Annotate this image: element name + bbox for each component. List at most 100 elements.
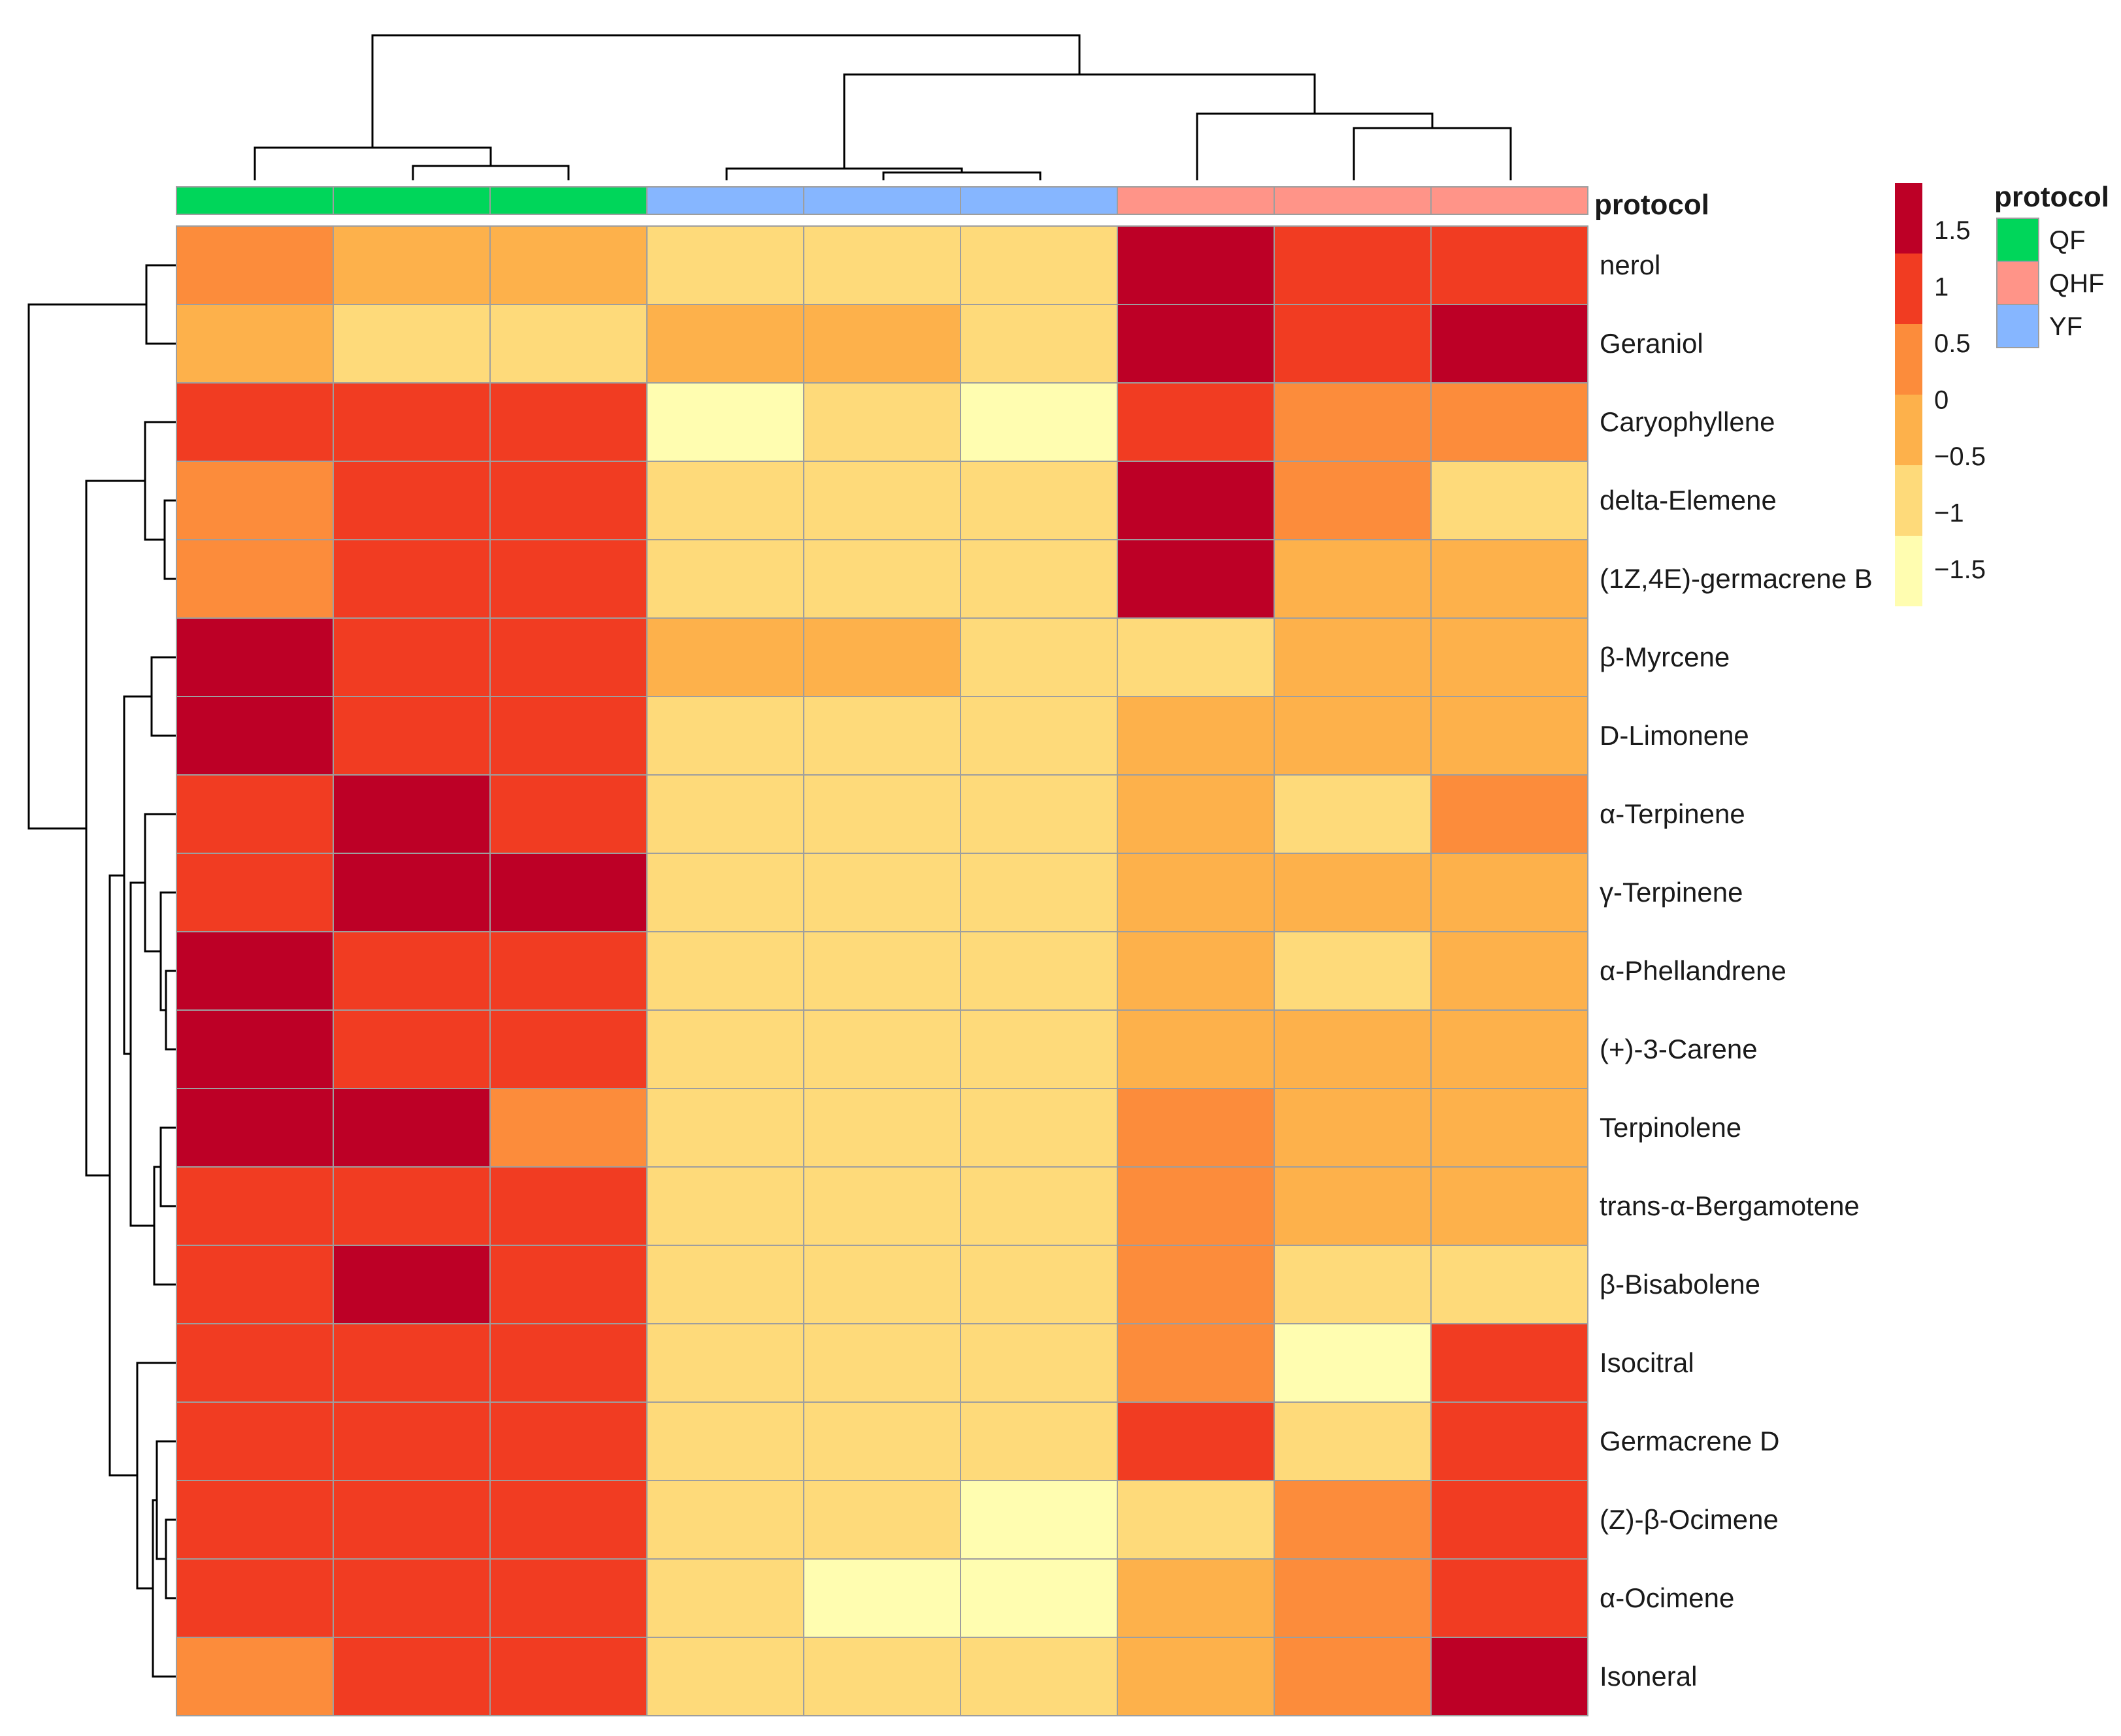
annotation-cell-qhf	[1117, 186, 1275, 215]
heatmap-cell	[646, 539, 804, 619]
col-dendro-branch	[371, 34, 1081, 148]
row-label: Caryophyllene	[1600, 406, 1775, 437]
row-label: (1Z,4E)-germacrene B	[1600, 563, 1873, 594]
heatmap-cell	[803, 304, 961, 384]
heatmap-cell	[1274, 304, 1432, 384]
heatmap-cell	[1117, 853, 1275, 932]
col-dendro-branch	[254, 146, 492, 180]
heatmap-cell	[333, 1558, 491, 1638]
heatmap-cell	[1274, 617, 1432, 697]
heatmap-cell	[803, 617, 961, 697]
color-scale-swatch	[1895, 395, 1922, 465]
heatmap-cell	[489, 1323, 648, 1403]
color-scale-tick-label: −1.5	[1934, 555, 1986, 584]
heatmap-cell	[646, 1401, 804, 1481]
heatmap-cell	[1430, 1166, 1588, 1246]
heatmap-cell	[176, 1480, 334, 1560]
color-scale-tick-label: 1.5	[1934, 216, 1971, 245]
heatmap-cell	[333, 1401, 491, 1481]
heatmap-cell	[1430, 1558, 1588, 1638]
row-dendro-branch	[85, 480, 145, 1177]
heatmap-cell	[1117, 617, 1275, 697]
col-dendro-branch	[882, 171, 1042, 180]
heatmap-cell	[1430, 539, 1588, 619]
heatmap-cell	[646, 774, 804, 854]
heatmap-cell	[1117, 1480, 1275, 1560]
color-scale-swatch	[1895, 536, 1922, 606]
heatmap-cell	[1430, 1009, 1588, 1089]
heatmap-cell	[803, 1323, 961, 1403]
heatmap-cell	[960, 461, 1118, 540]
row-label: γ-Terpinene	[1600, 877, 1743, 908]
heatmap-cell	[489, 461, 648, 540]
heatmap-cell	[1430, 853, 1588, 932]
row-label: β-Myrcene	[1600, 642, 1730, 672]
row-dendro-branch	[129, 881, 154, 1227]
heatmap-cell	[960, 225, 1118, 305]
row-label: α-Phellandrene	[1600, 955, 1786, 986]
heatmap-cell	[803, 382, 961, 462]
heatmap-cell	[333, 1245, 491, 1324]
heatmap-cell	[333, 1009, 491, 1089]
heatmap-cell	[176, 1166, 334, 1246]
heatmap-cell	[333, 1637, 491, 1716]
heatmap-cell	[960, 617, 1118, 697]
heatmap-cell	[1274, 539, 1432, 619]
heatmap-cell	[1430, 382, 1588, 462]
heatmap-cell	[176, 1009, 334, 1089]
heatmap-cell	[803, 931, 961, 1011]
color-scale-tick-label: 0.5	[1934, 329, 1971, 358]
heatmap-cell	[646, 853, 804, 932]
heatmap-cell	[1117, 461, 1275, 540]
heatmap-cell	[1430, 617, 1588, 697]
row-dendro-branch	[145, 264, 176, 345]
heatmap-cell	[333, 304, 491, 384]
heatmap-cell	[489, 382, 648, 462]
heatmap-cell	[960, 931, 1118, 1011]
color-scale-swatch	[1895, 254, 1922, 324]
heatmap-cell	[803, 1088, 961, 1168]
heatmap-cell	[1274, 1637, 1432, 1716]
color-scale-swatch	[1895, 324, 1922, 395]
row-label: Terpinolene	[1600, 1112, 1741, 1143]
heatmap-cell	[176, 1245, 334, 1324]
heatmap-cell	[333, 931, 491, 1011]
legend-swatch-yf	[1996, 304, 2039, 348]
row-label: Isocitral	[1600, 1347, 1694, 1378]
annotation-title: protocol	[1594, 189, 1709, 221]
protocol-legend-title: protocol	[1994, 181, 2109, 213]
row-label: β-Bisabolene	[1600, 1269, 1760, 1300]
legend-label-qhf: QHF	[2049, 269, 2104, 298]
annotation-cell-yf	[960, 186, 1118, 215]
heatmap-cell	[489, 1009, 648, 1089]
row-dendro-branch	[165, 970, 176, 1051]
heatmap-cell	[333, 1088, 491, 1168]
heatmap-cell	[803, 1009, 961, 1089]
heatmap-cell	[960, 1166, 1118, 1246]
heatmap-cell	[1117, 1401, 1275, 1481]
annotation-cell-qf	[176, 186, 334, 215]
heatmap-cell	[803, 539, 961, 619]
row-dendrogram	[27, 264, 176, 1678]
heatmap-cell	[176, 539, 334, 619]
heatmap-cell	[176, 304, 334, 384]
heatmap-cell	[489, 1401, 648, 1481]
legend-swatch-qf	[1996, 218, 2039, 262]
heatmap-cell	[333, 1166, 491, 1246]
heatmap-cell	[333, 853, 491, 932]
heatmap-cell	[1117, 382, 1275, 462]
heatmap-cell	[1274, 225, 1432, 305]
heatmap-cell	[960, 539, 1118, 619]
heatmap-cell	[803, 774, 961, 854]
heatmap-cell	[333, 774, 491, 854]
heatmap-cell	[333, 617, 491, 697]
col-dendro-branch	[1196, 112, 1434, 180]
color-scale-tick-label: 1	[1934, 273, 1948, 302]
heatmap-cell	[1430, 696, 1588, 776]
heatmap-cell	[960, 1401, 1118, 1481]
row-label: Germacrene D	[1600, 1426, 1779, 1456]
heatmap-cell	[1274, 1166, 1432, 1246]
heatmap-cell	[176, 1558, 334, 1638]
heatmap-cell	[646, 304, 804, 384]
heatmap-cell	[1117, 931, 1275, 1011]
